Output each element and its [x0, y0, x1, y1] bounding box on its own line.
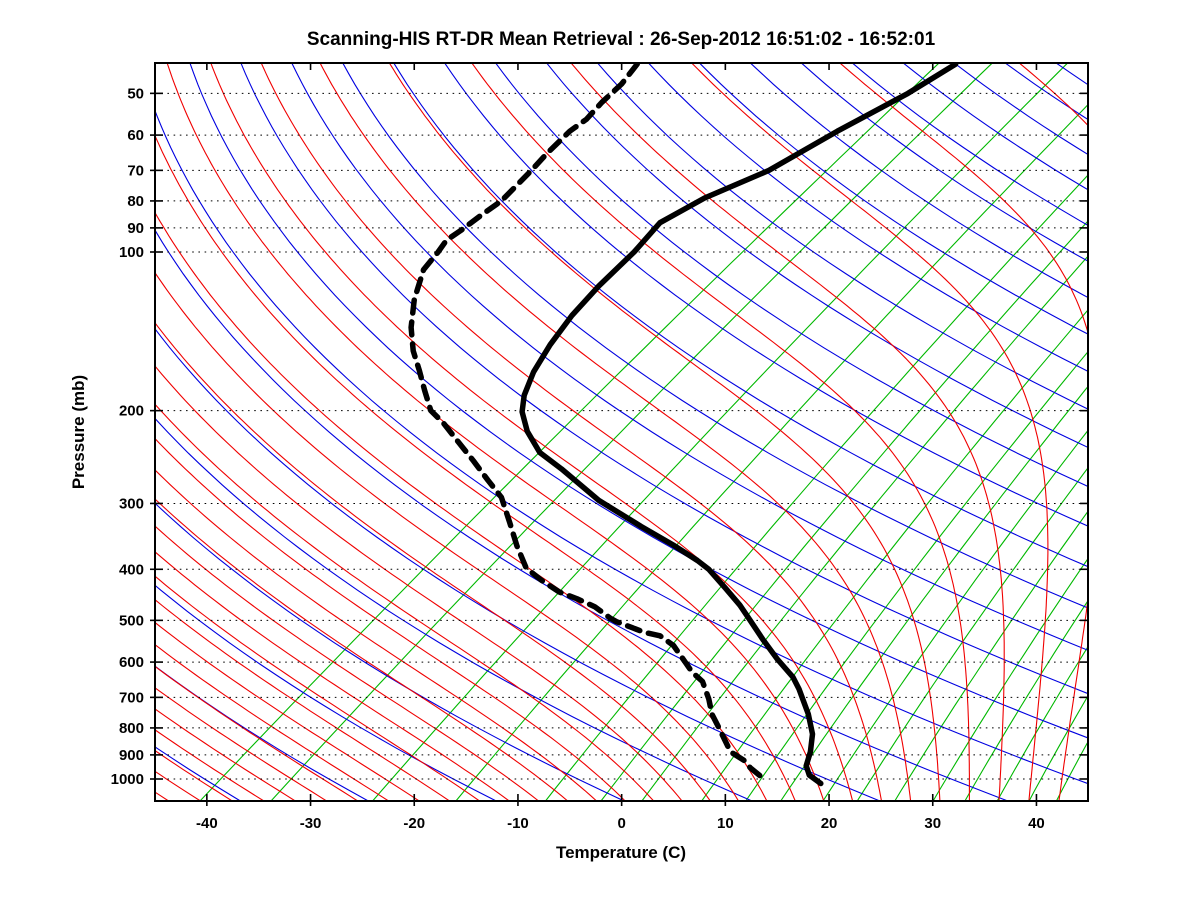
pressure-gridlines [155, 92, 1088, 780]
sounding-profiles [408, 63, 959, 787]
y-tick-label: 80 [127, 193, 144, 210]
x-tick-label: -30 [300, 815, 322, 832]
temperature-profile [519, 63, 959, 787]
y-tick-label: 400 [119, 561, 144, 578]
x-tick-label: -20 [403, 815, 425, 832]
x-tick-label: 40 [1028, 815, 1045, 832]
dry-adiabat-lines [155, 63, 1088, 801]
y-tick-label: 60 [127, 127, 144, 144]
y-tick-label: 700 [119, 689, 144, 706]
y-tick-label: 200 [119, 403, 144, 420]
y-tick-label: 1000 [111, 771, 144, 788]
y-tick-label: 900 [119, 747, 144, 764]
x-axis-label: Temperature (C) [556, 843, 686, 862]
moist-adiabat-lines [155, 63, 1088, 801]
x-tick-label: 30 [924, 815, 941, 832]
y-tick-label: 600 [119, 654, 144, 671]
y-tick-label: 70 [127, 162, 144, 179]
mixing-ratio-lines [199, 63, 1088, 801]
y-axis-label: Pressure (mb) [69, 375, 88, 489]
axis-tick-labels: -40 -30 -20 -10 0 10 20 30 40 50 60 70 80 90 100 200 300… [111, 85, 1045, 832]
x-tick-label: 0 [617, 815, 625, 832]
x-tick-label: 10 [717, 815, 734, 832]
x-tick-label: 20 [821, 815, 838, 832]
y-tick-label: 300 [119, 495, 144, 512]
dewpoint-profile [408, 63, 766, 781]
y-tick-label: 500 [119, 612, 144, 629]
y-tick-label: 800 [119, 720, 144, 737]
axis-ticks [150, 63, 1088, 806]
chart-title: Scanning-HIS RT-DR Mean Retrieval : 26-S… [307, 29, 936, 50]
y-tick-label: 90 [127, 220, 144, 237]
y-tick-label: 50 [127, 85, 144, 102]
x-tick-label: -10 [507, 815, 529, 832]
x-tick-label: -40 [196, 815, 218, 832]
y-tick-label: 100 [119, 244, 144, 261]
